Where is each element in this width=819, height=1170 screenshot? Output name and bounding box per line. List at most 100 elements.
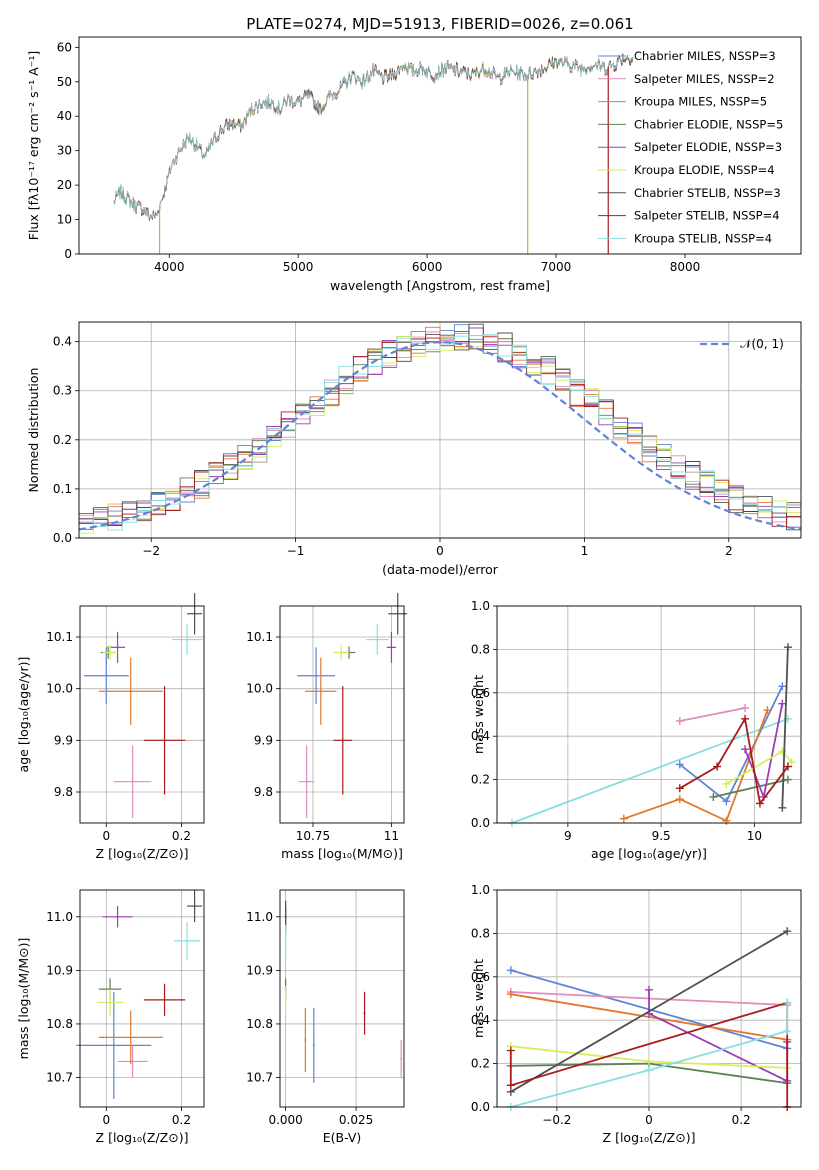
data-point [186, 939, 189, 942]
data-point-marker [778, 803, 787, 812]
legend-entry: 𝒩(0, 1) [740, 337, 784, 351]
data-point [109, 651, 112, 654]
panel-massweight-vs-age [493, 605, 801, 827]
normal-reference-curve [78, 341, 802, 531]
data-point-marker [778, 682, 787, 691]
legend-entry: Chabrier STELIB, NSSP=3 [634, 186, 781, 200]
y-tick-label: 50 [57, 75, 72, 89]
data-point-marker [675, 760, 684, 769]
y-tick-label: 0.8 [471, 642, 490, 656]
x-tick-label: −2 [142, 544, 160, 558]
x-tick-label: 0 [102, 1113, 110, 1127]
panel-mass-vs-Z [76, 890, 204, 1111]
y-tick-label: 20 [57, 178, 72, 192]
legend-entry: Kroupa MILES, NSSP=5 [634, 95, 767, 109]
y-tick-label: 0.2 [53, 433, 72, 447]
weight-line-6 [510, 930, 788, 1093]
data-point [116, 915, 119, 918]
legend-entry: Chabrier ELODIE, NSSP=5 [634, 117, 783, 131]
legend-entry: Salpeter ELODIE, NSSP=3 [634, 140, 782, 154]
data-point-marker [645, 985, 653, 994]
y-tick-label: 0.2 [471, 773, 490, 787]
panel-residuals [75, 322, 802, 542]
weight-line-2 [679, 707, 746, 722]
data-point-marker [675, 795, 684, 804]
y-tick-label: 9.8 [54, 785, 73, 799]
y-tick-label: 10.1 [46, 630, 73, 644]
data-point [105, 674, 108, 677]
data-point [396, 612, 399, 615]
plot-frame [279, 889, 405, 1108]
x-tick-label: 0.2 [732, 1113, 751, 1127]
data-point [340, 651, 343, 654]
data-point-marker [741, 703, 750, 712]
plot-frame [496, 889, 802, 1108]
spectrum-line-7 [113, 54, 634, 220]
data-point [186, 638, 189, 641]
x-axis-label: Z [log₁₀(Z/Z⊙)] [96, 846, 189, 861]
data-point-marker [722, 797, 731, 806]
data-point [109, 1001, 112, 1004]
y-tick-label: 11.0 [46, 910, 73, 924]
chart-title: PLATE=0274, MJD=51913, FIBERID=0026, z=0… [246, 15, 633, 33]
y-tick-label: 0.6 [471, 970, 490, 984]
y-axis-label: Normed distribution [26, 368, 41, 493]
legend-entry: Salpeter STELIB, NSSP=4 [634, 209, 780, 223]
data-point-marker [783, 762, 792, 771]
x-axis-label: wavelength [Angstrom, rest frame] [330, 278, 550, 293]
data-point [284, 939, 287, 942]
data-point-marker [506, 1081, 515, 1090]
weight-line-0 [511, 717, 789, 824]
y-tick-label: 10.0 [246, 682, 273, 696]
y-tick-label: 10.9 [246, 963, 273, 977]
y-tick-label: 0.1 [53, 482, 72, 496]
x-tick-label: 0.2 [172, 1113, 191, 1127]
y-tick-label: 30 [57, 144, 72, 158]
data-point [163, 739, 166, 742]
x-tick-label: 0.025 [339, 1113, 373, 1127]
x-tick-label: 10 [747, 829, 762, 843]
y-tick-label: 0.6 [471, 686, 490, 700]
y-tick-label: 9.9 [54, 733, 73, 747]
x-tick-label: 4000 [154, 260, 185, 274]
data-point-marker [722, 816, 731, 825]
y-tick-label: 11.0 [246, 910, 273, 924]
x-tick-label: 10.75 [296, 829, 330, 843]
y-axis-label: mass weight [471, 675, 486, 754]
data-point-marker [787, 758, 796, 767]
x-axis-label: mass [log₁₀(M/M⊙)] [281, 846, 403, 861]
data-point [129, 1036, 132, 1039]
histogram-6 [79, 323, 801, 531]
spectrum-line-0 [113, 53, 634, 221]
data-point-marker [783, 998, 792, 1007]
data-point [284, 915, 287, 918]
weight-line-7 [781, 647, 789, 808]
data-point-marker [763, 706, 772, 715]
weight-line-3 [623, 709, 769, 823]
data-point-marker [741, 745, 750, 754]
data-point-marker [675, 784, 684, 793]
plot-frame [496, 605, 802, 824]
panel-spectrum [75, 46, 686, 258]
data-point [400, 1057, 403, 1060]
data-point [315, 674, 318, 677]
data-point-marker [783, 927, 792, 936]
panel-age-vs-mass [276, 593, 408, 827]
x-tick-label: 11 [384, 829, 399, 843]
x-tick-label: −0.2 [542, 1113, 571, 1127]
y-axis-label: mass [log₁₀(M/M⊙)] [16, 938, 31, 1060]
histogram-8 [79, 334, 801, 531]
y-tick-label: 0.8 [471, 926, 490, 940]
data-point [129, 690, 132, 693]
plot-frame [279, 605, 405, 824]
weight-line-8 [510, 1002, 789, 1108]
y-tick-label: 0.4 [53, 335, 72, 349]
data-point-marker [722, 779, 731, 788]
spectrum-line-1 [113, 54, 634, 220]
data-point [376, 638, 379, 641]
x-tick-label: 0.2 [172, 829, 191, 843]
data-point [193, 905, 196, 908]
x-axis-label: age [log₁₀(age/yr)] [591, 846, 707, 861]
x-tick-label: −1 [287, 544, 305, 558]
data-point [390, 646, 393, 649]
